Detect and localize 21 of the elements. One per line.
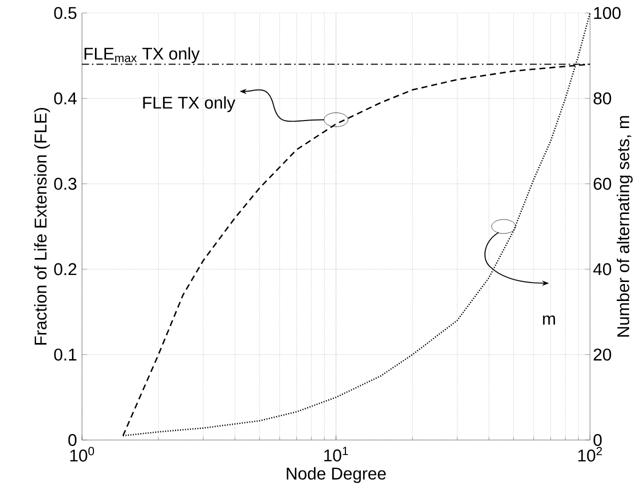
x-axis-title: Node Degree: [286, 467, 386, 483]
x-tick-label: 10$^{2}$: [578, 446, 602, 462]
y2-axis-title: Number of alternating sets, m: [616, 116, 633, 337]
y2-tick-label: 20: [594, 348, 612, 361]
y-tick-label: 0: [68, 434, 76, 446]
y2-tick-label: 40: [593, 263, 612, 276]
y-tick-label: 0.4: [54, 92, 77, 104]
y2-tick-label: 0: [594, 434, 602, 446]
y-axis-title: Fraction of Life Extension (FLE): [34, 108, 50, 345]
y-tick-label: 0.2: [54, 263, 76, 276]
y-tick-label: 0.5: [54, 6, 76, 20]
annotation: FLE TX only: [143, 96, 236, 112]
y-tick-label: 0.1: [54, 348, 76, 361]
ref-line-label: FLE$_{max}$ TX only: [84, 47, 200, 64]
y-tick-label: 0.3: [54, 178, 76, 190]
y2-tick-label: 100: [594, 6, 621, 20]
x-tick-label: 10$^{0}$: [70, 446, 94, 462]
y2-tick-label: 60: [594, 178, 612, 190]
annotation: m: [543, 315, 555, 325]
x-tick-label: 10$^{1}$: [324, 446, 348, 462]
y2-tick-label: 80: [594, 92, 612, 104]
